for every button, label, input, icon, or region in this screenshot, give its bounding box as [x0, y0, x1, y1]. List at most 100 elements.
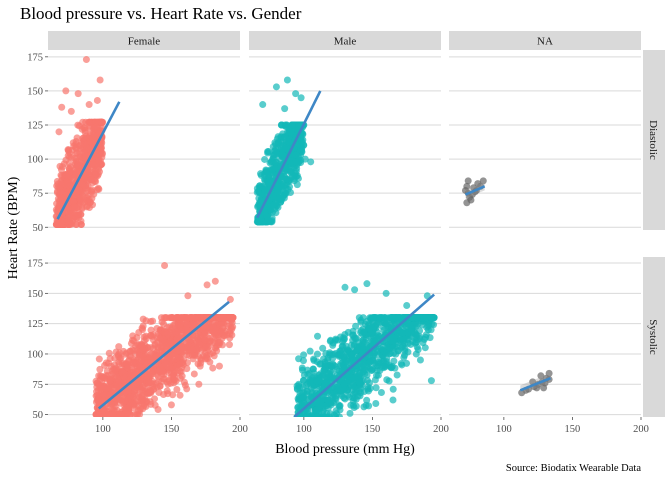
data-point — [124, 357, 132, 365]
data-point — [197, 314, 205, 322]
data-point — [126, 393, 134, 401]
data-point — [56, 162, 64, 170]
data-point — [195, 380, 203, 388]
data-point — [381, 314, 389, 322]
data-point — [383, 319, 391, 327]
data-point — [343, 386, 351, 394]
fit-line — [519, 377, 551, 392]
panel-male-diastolic — [253, 76, 322, 226]
data-point — [135, 386, 143, 394]
data-point — [173, 347, 181, 355]
x-tick-label: 200 — [633, 424, 649, 435]
data-point — [178, 331, 186, 339]
data-point — [92, 123, 100, 131]
data-point — [171, 327, 179, 335]
data-point — [346, 409, 354, 417]
panel-female-diastolic — [52, 56, 121, 229]
data-point — [300, 351, 308, 359]
data-point — [82, 56, 90, 64]
data-point — [155, 389, 163, 397]
x-tick-label: 150 — [365, 424, 381, 435]
data-point — [142, 317, 150, 325]
data-point — [96, 411, 104, 417]
data-point — [357, 363, 365, 371]
data-point — [69, 198, 77, 206]
data-point — [319, 413, 327, 417]
data-point — [77, 217, 85, 225]
data-point — [135, 351, 143, 359]
data-point — [140, 333, 148, 341]
data-point — [191, 314, 199, 322]
data-point — [105, 411, 113, 417]
data-point — [107, 400, 115, 408]
panel-male-systolic — [293, 280, 438, 417]
data-point — [120, 411, 128, 417]
data-point — [383, 349, 391, 357]
data-point — [139, 326, 147, 334]
data-point — [265, 177, 273, 185]
data-point — [403, 301, 411, 309]
data-point — [393, 371, 401, 379]
data-point — [77, 211, 85, 219]
y-tick-label: 50 — [33, 410, 44, 421]
data-point — [154, 406, 162, 414]
data-point — [180, 378, 188, 386]
data-point — [390, 357, 398, 365]
data-point — [65, 216, 73, 224]
data-point — [178, 314, 186, 322]
data-point — [338, 346, 346, 354]
data-point — [334, 383, 342, 391]
data-point — [369, 357, 377, 365]
data-point — [76, 149, 84, 157]
data-point — [166, 338, 174, 346]
data-point — [224, 322, 232, 330]
data-point — [299, 413, 307, 417]
data-point — [313, 350, 321, 358]
data-point — [151, 341, 159, 349]
data-point — [81, 129, 89, 137]
data-point — [77, 194, 85, 202]
data-point — [184, 292, 192, 300]
data-point — [385, 377, 393, 385]
facet-label-female: Female — [128, 36, 160, 48]
data-point — [416, 356, 424, 364]
data-point — [281, 105, 289, 113]
data-point — [122, 404, 130, 412]
y-tick-label: 175 — [27, 52, 43, 63]
x-tick-label: 100 — [496, 424, 512, 435]
data-point — [211, 277, 219, 285]
data-point — [80, 134, 88, 142]
data-point — [352, 402, 360, 410]
data-point — [540, 384, 548, 392]
data-point — [349, 381, 357, 389]
data-point — [365, 325, 373, 333]
data-point — [168, 356, 176, 364]
data-point — [327, 401, 335, 409]
data-point — [463, 199, 471, 207]
data-point — [294, 403, 302, 411]
data-point — [314, 332, 322, 340]
data-point — [274, 139, 282, 147]
data-point — [160, 314, 168, 322]
data-point — [137, 363, 145, 371]
data-point — [196, 362, 204, 370]
facet-strip-female — [48, 31, 240, 50]
facet-strip-systolic — [643, 257, 665, 417]
data-point — [278, 150, 286, 158]
data-point — [58, 103, 66, 111]
data-point — [259, 101, 267, 109]
y-tick-label: 50 — [33, 223, 44, 234]
data-point — [193, 332, 201, 340]
data-point — [177, 320, 185, 328]
data-point — [151, 395, 159, 403]
data-point — [97, 144, 105, 152]
fit-line — [293, 293, 435, 417]
data-point — [363, 362, 371, 370]
data-point — [269, 201, 277, 209]
data-point — [356, 379, 364, 387]
data-point — [264, 216, 272, 224]
data-point — [292, 167, 300, 175]
data-point — [144, 356, 152, 364]
data-point — [310, 355, 318, 363]
